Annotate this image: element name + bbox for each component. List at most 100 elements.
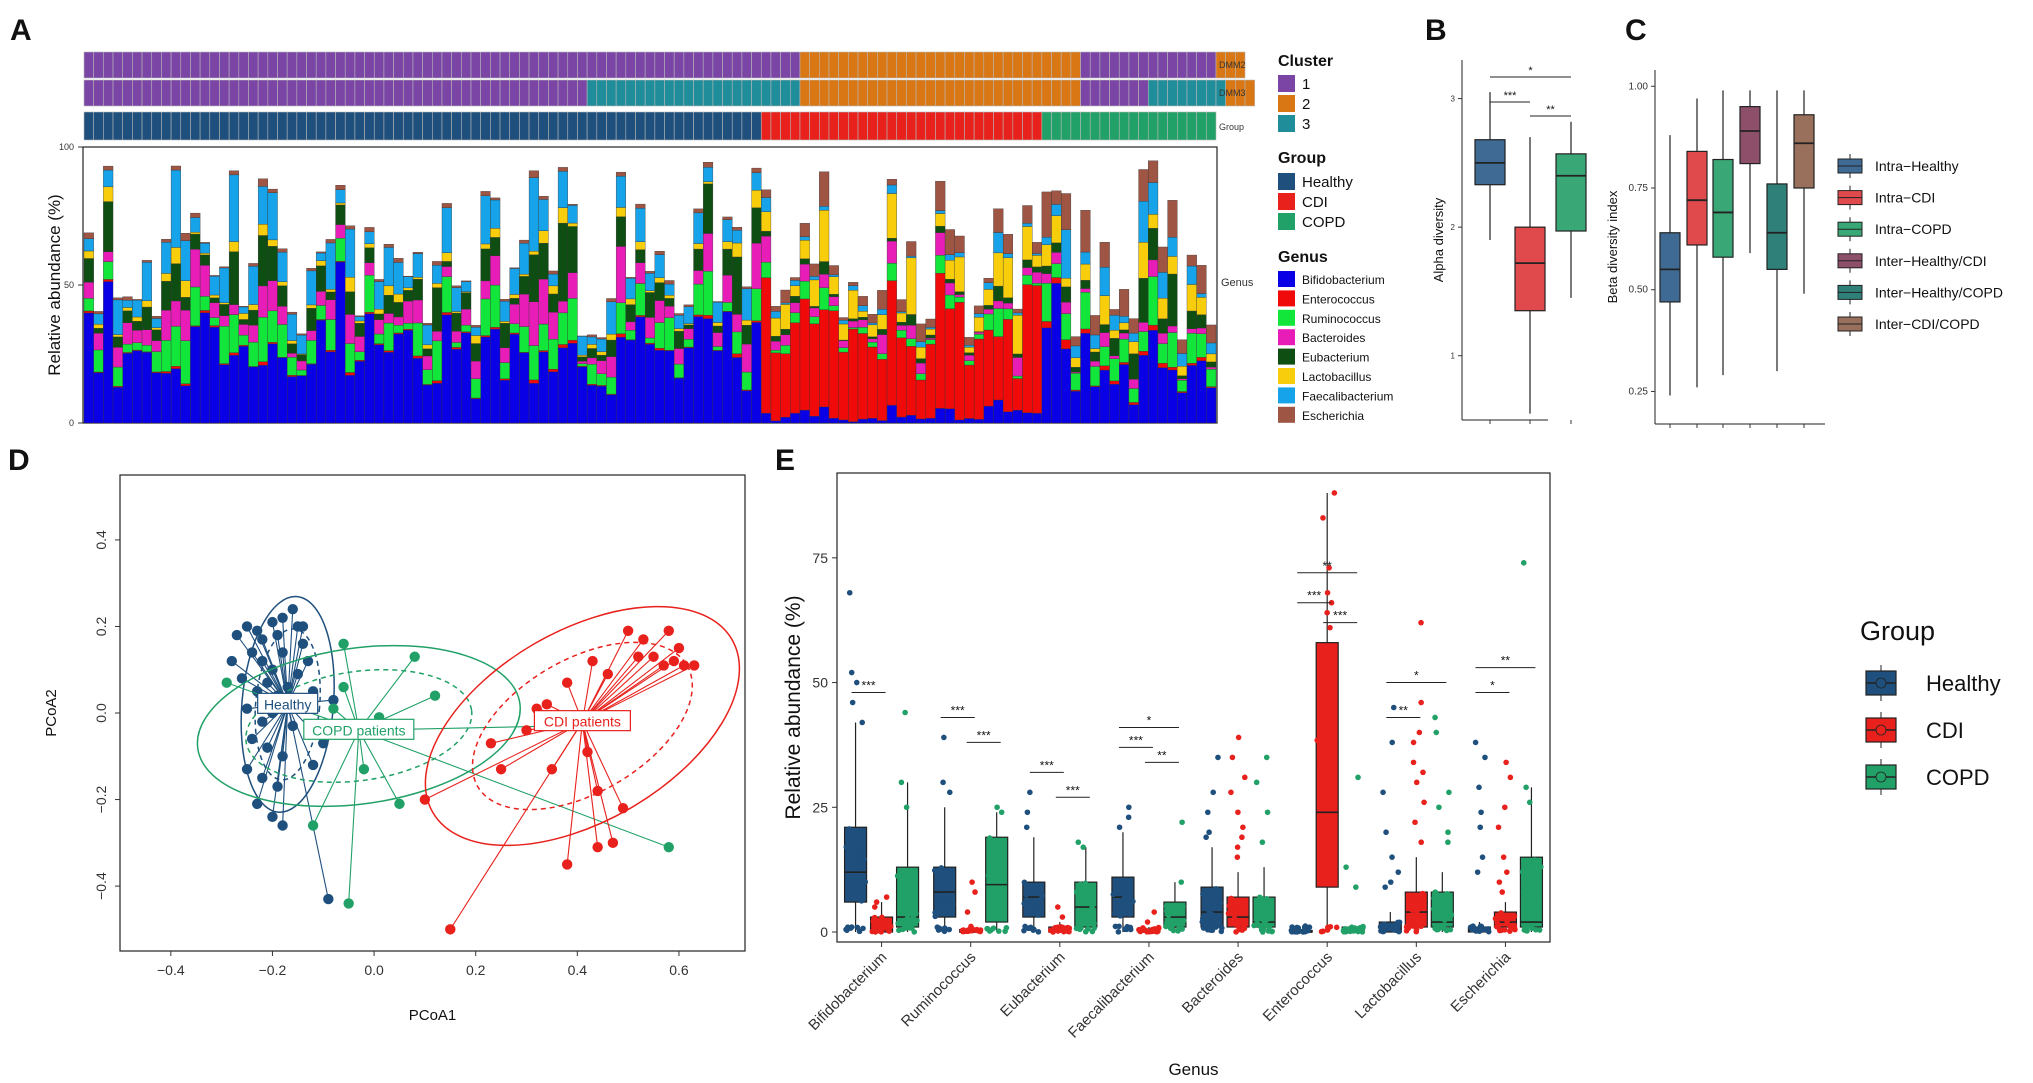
bar-segment-faecalibacterium [925, 327, 936, 330]
dmm3-track-cell [819, 79, 830, 107]
panel-e-outlier [1353, 884, 1359, 890]
panel-c-legend-label: Intra−COPD [1875, 221, 1952, 237]
group-cell [964, 111, 975, 141]
panel-e-point [1331, 815, 1338, 822]
dmm2-track-cell [170, 51, 182, 79]
bar-segment-lactobacillus [790, 285, 801, 297]
group-cell [257, 111, 269, 141]
bar-segment-faecalibacterium [838, 320, 849, 325]
panel-e-point [1088, 888, 1095, 895]
bar-segment-lactobacillus [1022, 226, 1033, 261]
dmm2-track-cell [586, 51, 598, 79]
panel-e-point [1528, 893, 1535, 900]
group-cell [1157, 111, 1168, 141]
bar-segment-lactobacillus [664, 295, 675, 299]
pcoa-spider-line [358, 656, 416, 731]
bar-segment-escherichia [151, 316, 162, 319]
panel-e-outlier [1075, 839, 1082, 846]
panel-e-outlier [1302, 926, 1308, 933]
panel-e-point [968, 923, 974, 930]
bar-segment-faecalibacterium [722, 219, 733, 242]
genus-legend-swatch [1278, 309, 1295, 326]
dmm2-track-cell [1109, 51, 1120, 79]
group-cell [1070, 111, 1081, 141]
dmm2-track-cell [1206, 51, 1217, 79]
dmm2-track-cell [867, 51, 878, 79]
panel-e-point [994, 887, 1001, 893]
bar-segment-faecalibacterium [799, 236, 810, 241]
bar-segment-lactobacillus [848, 290, 859, 319]
bar-segment-bacteroides [925, 337, 936, 340]
bar-segment-bifidobacterium [480, 336, 491, 424]
bar-segment-lactobacillus [857, 310, 868, 318]
dmm2-track-cell [654, 51, 665, 79]
panel-e-sig-label: * [1414, 669, 1419, 683]
panel-e-point [1403, 927, 1410, 934]
genus-legend-swatch [1278, 329, 1295, 346]
dmm3-track-cell [1138, 79, 1149, 107]
panel-e-point [931, 867, 938, 874]
bar-segment-bifidobacterium [1041, 327, 1052, 424]
bar-segment-bifidobacterium [886, 405, 897, 424]
bar-segment-escherichia [170, 165, 181, 171]
pcoa-point [617, 803, 629, 814]
group-cell [577, 111, 588, 141]
panel-e-point [1235, 900, 1241, 906]
bar-segment-escherichia [287, 311, 298, 315]
bar-segment-ruminococcus [432, 340, 443, 381]
panel-e-outlier [1395, 869, 1402, 875]
bar-segment-lactobacillus [548, 285, 559, 295]
dmm3-track-cell [789, 79, 801, 107]
bar-segment-bifidobacterium [625, 339, 636, 424]
group-cell [1041, 111, 1052, 141]
bar-segment-faecalibacterium [161, 242, 172, 274]
bar-segment-bifidobacterium [451, 349, 462, 424]
bar-segment-escherichia [345, 225, 356, 230]
pcoa-point [328, 703, 339, 714]
dmm2-track-cell [1031, 51, 1043, 79]
bar-segment-eubacterium [644, 292, 656, 318]
panel-e-point [942, 895, 948, 902]
bar-segment-bacteroides [1157, 333, 1168, 344]
bar-segment-escherichia [780, 289, 791, 304]
dmm2-track-cell [741, 51, 752, 79]
dmm3-track-cell [103, 79, 114, 107]
bar-segment-eubacterium [664, 298, 675, 307]
bar-segment-bacteroides [712, 332, 723, 347]
bar-segment-eubacterium [325, 291, 336, 300]
group-cell [596, 111, 607, 141]
bar-segment-ruminococcus [306, 340, 317, 364]
pcoa-spider-line [424, 721, 583, 801]
pcoa-point [267, 616, 278, 628]
bar-segment-bacteroides [151, 340, 162, 352]
panel-e-point [1179, 926, 1185, 932]
dmm2-track-cell [983, 51, 994, 79]
group-cell [1167, 111, 1178, 141]
bar-segment-bifidobacterium [432, 383, 443, 424]
panel-e-point [1218, 928, 1225, 935]
genus-group-bacteroides: Bacteroides [1179, 734, 1276, 1017]
bar-segment-escherichia [277, 248, 288, 253]
bar-segment-escherichia [432, 261, 443, 266]
bar-segment-escherichia [809, 263, 820, 277]
panel-e-outlier [1432, 714, 1438, 721]
dmm3-track-cell [654, 79, 665, 107]
bar-segment-eubacterium [480, 248, 491, 282]
group-cell [296, 111, 307, 141]
bar-segment-ruminococcus [615, 302, 626, 334]
bar-segment-ruminococcus [248, 341, 259, 367]
panel-e-point [1318, 700, 1324, 707]
panel-e-outlier [998, 809, 1005, 816]
dmm2-track-cell [1167, 51, 1178, 79]
panel-c-box [1659, 232, 1681, 303]
bar-segment-ruminococcus [838, 347, 849, 353]
dmm3-track-cell [509, 79, 520, 107]
bar-segment-bifidobacterium [557, 347, 568, 424]
dmm2-track-cell [857, 51, 869, 79]
bar-segment-lactobacillus [1138, 242, 1149, 279]
bar-segment-enterococcus [1206, 386, 1217, 388]
pcoa-point [587, 655, 598, 667]
bar-segment-enterococcus [886, 280, 897, 406]
bar-segment-lactobacillus [1012, 315, 1023, 355]
panel-c-box [1686, 150, 1708, 246]
